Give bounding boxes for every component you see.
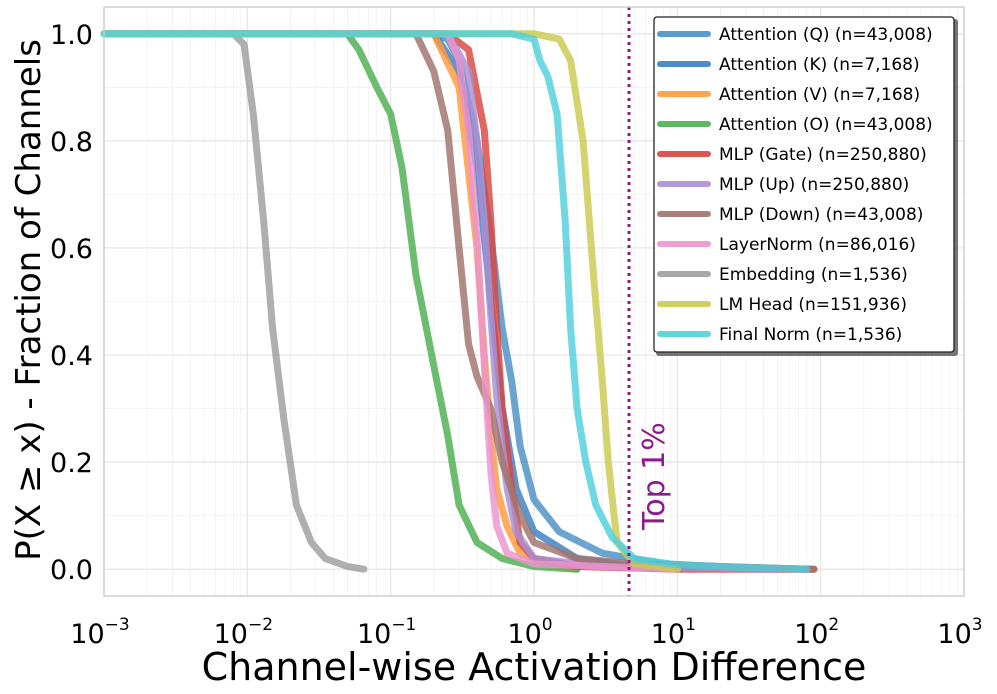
legend-entry-label: Embedding (n=1,536) bbox=[719, 265, 908, 285]
series-line-7 bbox=[100, 30, 681, 573]
annotation-layer: Top 1% bbox=[627, 7, 672, 596]
legend-box bbox=[653, 16, 955, 353]
series-line-5 bbox=[100, 30, 781, 573]
x-tick-label: 101 bbox=[651, 615, 696, 650]
x-tick-label: 10−2 bbox=[214, 615, 273, 650]
axis-ticks: 10−3 10−2 10−1 100 101 102 103 0.0 0.2 0.4 0.6 0.8 1… bbox=[50, 20, 983, 650]
legend-entry-label: Attention (Q) (n=43,008) bbox=[719, 25, 933, 45]
legend-entry-label: Attention (K) (n=7,168) bbox=[719, 55, 920, 75]
y-tick-label: 0.4 bbox=[50, 341, 93, 372]
legend-entry-label: MLP (Gate) (n=250,880) bbox=[719, 145, 927, 165]
y-tick-label: 0.6 bbox=[50, 234, 93, 265]
legend-entry-label: Attention (V) (n=7,168) bbox=[719, 85, 920, 105]
y-axis-label: P(X ≥ x) - Fraction of Channels bbox=[9, 39, 49, 561]
x-tick-label: 100 bbox=[507, 615, 552, 650]
legend-entry-label: MLP (Up) (n=250,880) bbox=[719, 175, 909, 195]
plot-frame bbox=[103, 6, 965, 597]
series-line-6 bbox=[100, 30, 818, 573]
x-tick-label: 10−3 bbox=[70, 615, 129, 650]
legend: Attention (Q) (n=43,008) Attention (K) (n… bbox=[653, 16, 958, 356]
top-percent-label: Top 1% bbox=[637, 422, 672, 531]
x-tick-label: 103 bbox=[937, 615, 982, 650]
series-line-8 bbox=[100, 30, 368, 573]
legend-entry-label: Final Norm (n=1,536) bbox=[719, 325, 902, 345]
y-tick-label: 0.0 bbox=[50, 555, 93, 586]
x-axis-label: Channel-wise Activation Difference bbox=[202, 645, 867, 689]
x-tick-label: 102 bbox=[794, 615, 839, 650]
y-tick-label: 1.0 bbox=[50, 20, 93, 51]
legend-entry-label: LayerNorm (n=86,016) bbox=[719, 235, 916, 255]
legend-entry-label: MLP (Down) (n=43,008) bbox=[719, 205, 923, 225]
series-lines bbox=[100, 30, 818, 573]
series-line-10 bbox=[100, 30, 811, 573]
y-tick-label: 0.2 bbox=[50, 448, 93, 479]
y-tick-label: 0.8 bbox=[50, 127, 93, 158]
series-line-3 bbox=[100, 30, 581, 573]
legend-entry-label: Attention (O) (n=43,008) bbox=[719, 115, 933, 135]
legend-entry-label: LM Head (n=151,936) bbox=[719, 295, 907, 315]
x-tick-label: 10−1 bbox=[357, 615, 416, 650]
